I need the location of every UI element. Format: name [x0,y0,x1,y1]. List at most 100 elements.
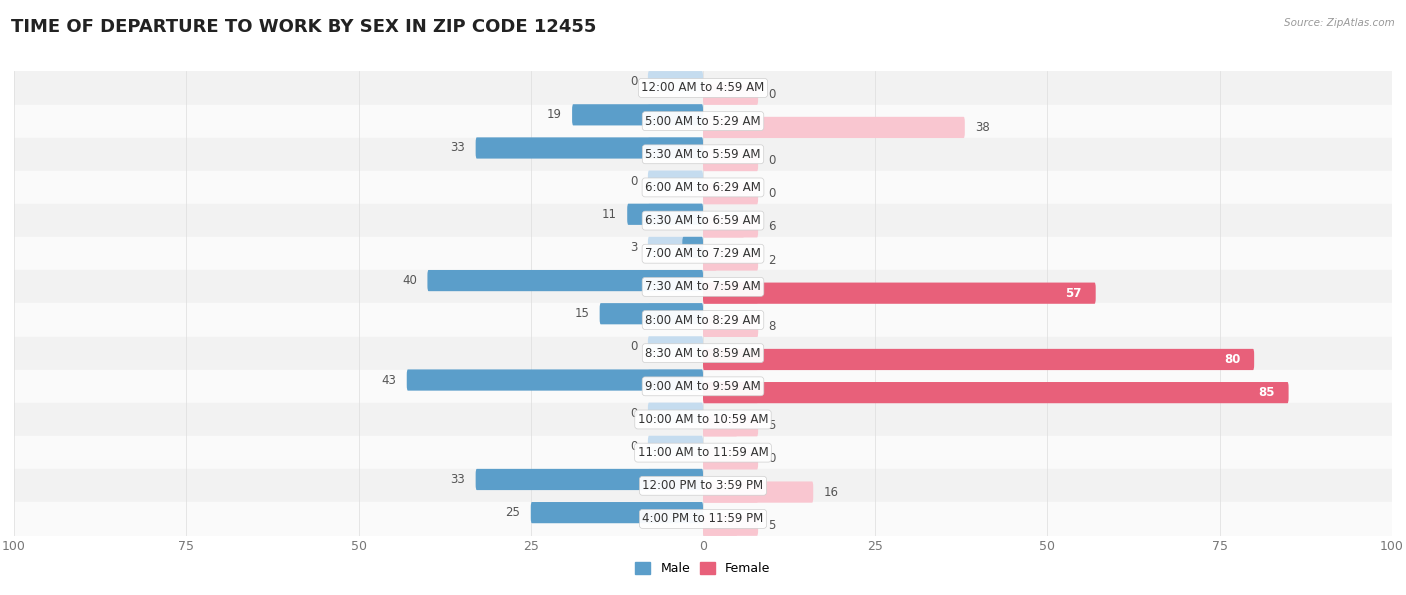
FancyBboxPatch shape [648,137,703,159]
Text: 0: 0 [630,75,637,88]
FancyBboxPatch shape [703,382,758,403]
Text: 33: 33 [450,142,465,155]
FancyBboxPatch shape [648,303,703,324]
FancyBboxPatch shape [703,117,758,138]
Text: 9:00 AM to 9:59 AM: 9:00 AM to 9:59 AM [645,380,761,393]
Bar [14,137,1392,171]
FancyBboxPatch shape [703,515,758,536]
Text: 33: 33 [450,473,465,486]
Text: 3: 3 [630,241,637,254]
Text: 40: 40 [402,274,418,287]
Text: 10:00 AM to 10:59 AM: 10:00 AM to 10:59 AM [638,413,768,426]
FancyBboxPatch shape [703,249,717,271]
Text: 5: 5 [769,519,776,532]
FancyBboxPatch shape [648,171,703,192]
Bar [14,337,1392,369]
FancyBboxPatch shape [599,303,703,324]
Text: Source: ZipAtlas.com: Source: ZipAtlas.com [1284,18,1395,28]
Legend: Male, Female: Male, Female [630,558,776,580]
Text: TIME OF DEPARTURE TO WORK BY SEX IN ZIP CODE 12455: TIME OF DEPARTURE TO WORK BY SEX IN ZIP … [11,18,596,36]
FancyBboxPatch shape [703,415,738,436]
FancyBboxPatch shape [648,71,703,92]
Text: 15: 15 [575,307,589,320]
FancyBboxPatch shape [648,469,703,490]
Text: 12:00 PM to 3:59 PM: 12:00 PM to 3:59 PM [643,480,763,492]
Text: 5: 5 [769,419,776,433]
Text: 0: 0 [630,406,637,419]
FancyBboxPatch shape [572,104,703,126]
FancyBboxPatch shape [648,369,703,391]
Text: 38: 38 [976,121,990,134]
Text: 12:00 AM to 4:59 AM: 12:00 AM to 4:59 AM [641,82,765,95]
FancyBboxPatch shape [648,336,703,358]
Text: 5:00 AM to 5:29 AM: 5:00 AM to 5:29 AM [645,115,761,127]
FancyBboxPatch shape [703,481,813,503]
Text: 16: 16 [824,486,838,499]
FancyBboxPatch shape [703,249,758,271]
Text: 0: 0 [769,452,776,465]
FancyBboxPatch shape [648,104,703,126]
FancyBboxPatch shape [703,84,758,105]
Bar [14,469,1392,502]
FancyBboxPatch shape [648,270,703,291]
FancyBboxPatch shape [648,502,703,523]
Text: 8: 8 [769,320,776,333]
Bar [14,105,1392,137]
FancyBboxPatch shape [703,515,738,536]
FancyBboxPatch shape [703,216,758,237]
FancyBboxPatch shape [648,203,703,225]
Text: 85: 85 [1258,386,1275,399]
Bar [14,204,1392,237]
Bar [14,369,1392,403]
Text: 8:00 AM to 8:29 AM: 8:00 AM to 8:29 AM [645,314,761,327]
FancyBboxPatch shape [531,502,703,523]
Text: 0: 0 [769,88,776,101]
Text: 19: 19 [547,108,562,121]
Bar [14,436,1392,469]
FancyBboxPatch shape [703,183,758,204]
Text: 0: 0 [630,440,637,453]
FancyBboxPatch shape [703,349,758,370]
Text: 0: 0 [769,154,776,167]
FancyBboxPatch shape [475,469,703,490]
FancyBboxPatch shape [703,150,758,171]
Text: 6:30 AM to 6:59 AM: 6:30 AM to 6:59 AM [645,214,761,227]
FancyBboxPatch shape [703,481,758,503]
FancyBboxPatch shape [703,382,1289,403]
FancyBboxPatch shape [427,270,703,291]
Text: 11: 11 [602,208,617,221]
Text: 43: 43 [381,374,396,387]
Text: 6:00 AM to 6:29 AM: 6:00 AM to 6:29 AM [645,181,761,194]
Bar [14,270,1392,303]
FancyBboxPatch shape [406,369,703,391]
FancyBboxPatch shape [703,415,758,436]
FancyBboxPatch shape [648,436,703,457]
FancyBboxPatch shape [703,117,965,138]
Text: 6: 6 [769,220,776,233]
FancyBboxPatch shape [627,203,703,225]
Text: 0: 0 [630,174,637,187]
Bar [14,303,1392,337]
Text: 4:00 PM to 11:59 PM: 4:00 PM to 11:59 PM [643,512,763,525]
Bar [14,237,1392,270]
FancyBboxPatch shape [648,237,703,258]
FancyBboxPatch shape [703,349,1254,370]
Text: 8:30 AM to 8:59 AM: 8:30 AM to 8:59 AM [645,347,761,359]
FancyBboxPatch shape [703,216,744,237]
Bar [14,502,1392,536]
FancyBboxPatch shape [703,316,758,337]
Text: 0: 0 [630,340,637,353]
FancyBboxPatch shape [703,283,758,304]
FancyBboxPatch shape [682,237,703,258]
Bar [14,71,1392,105]
FancyBboxPatch shape [648,403,703,424]
FancyBboxPatch shape [475,137,703,159]
Text: 7:00 AM to 7:29 AM: 7:00 AM to 7:29 AM [645,248,761,260]
Text: 2: 2 [769,253,776,267]
Text: 80: 80 [1225,353,1240,366]
Bar [14,403,1392,436]
FancyBboxPatch shape [703,448,758,469]
Text: 5:30 AM to 5:59 AM: 5:30 AM to 5:59 AM [645,148,761,161]
Text: 11:00 AM to 11:59 AM: 11:00 AM to 11:59 AM [638,446,768,459]
FancyBboxPatch shape [703,283,1095,304]
